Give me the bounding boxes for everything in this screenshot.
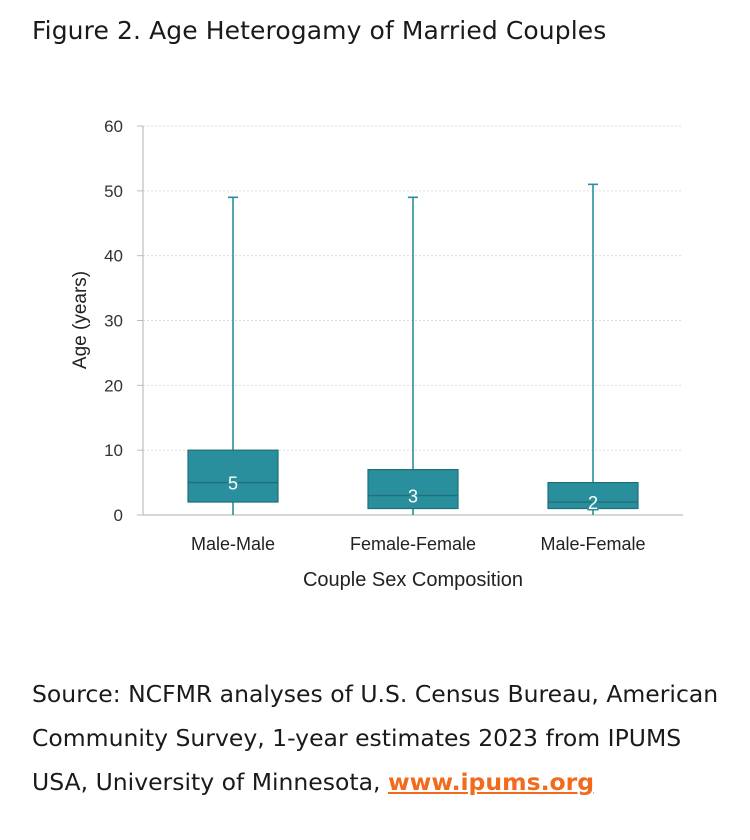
boxes: 5 3 2	[187, 183, 639, 515]
y-tick-label-10: 10	[104, 441, 123, 460]
ipums-link[interactable]: www.ipums.org	[387, 768, 595, 796]
source-text: Source: NCFMR analyses of U.S. Census Bu…	[32, 680, 719, 796]
y-tick-label-60: 60	[104, 117, 123, 136]
median-label-female-female: 3	[408, 487, 418, 507]
y-axis-title: Age (years)	[70, 271, 91, 369]
box-rect-male-female	[547, 481, 639, 510]
box-rect-male-male	[187, 449, 279, 503]
source-note: Source: NCFMR analyses of U.S. Census Bu…	[32, 672, 722, 804]
axis-labels: Age (years) Couple Sex Composition	[70, 271, 523, 591]
x-tick-label-male-female: Male-Female	[540, 534, 645, 554]
y-tick-label-20: 20	[104, 376, 123, 395]
median-label-male-female: 2	[588, 493, 598, 513]
x-tick-label-male-male: Male-Male	[191, 534, 275, 554]
y-tick-label-0: 0	[114, 506, 123, 525]
x-axis-title: Couple Sex Composition	[303, 569, 523, 591]
x-tick-label-female-female: Female-Female	[350, 534, 476, 554]
figure-title: Figure 2. Age Heterogamy of Married Coup…	[32, 16, 607, 45]
box-male-female: 2	[547, 183, 639, 515]
box-rect-female-female	[367, 469, 459, 510]
y-tick-label-30: 30	[104, 312, 123, 331]
y-tick-label-50: 50	[104, 182, 123, 201]
median-label-male-male: 5	[228, 474, 238, 494]
box-female-female: 3	[367, 196, 459, 515]
box-plot-chart: 0 10 20 30 40 50 60 Male-Male Female-Female Male-…	[70, 117, 683, 591]
axes: 0 10 20 30 40 50 60 Male-Male Female-Female Male-…	[104, 117, 683, 554]
box-male-male: 5	[187, 196, 279, 515]
y-tick-label-40: 40	[104, 247, 123, 266]
